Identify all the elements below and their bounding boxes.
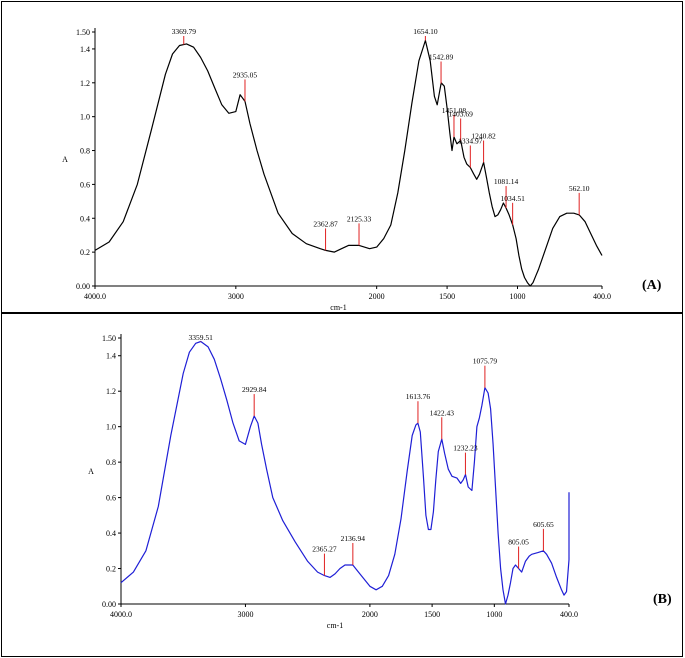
peak-label: 2365.27 [312,545,337,554]
peak-label: 3359.51 [189,333,214,342]
x-tick-label: 3000 [228,292,244,301]
x-tick-label: 400.0 [593,292,611,301]
panel-label-a: (A) [642,278,662,293]
y-tick-label: 1.4 [80,45,90,54]
spectrum-chart-b: 0.00 0.2 0.4 0.6 0.8 1.0 1.2 1.4 1.50 4000.0 3000 2… [88,333,578,630]
peak-label: 805.05 [508,538,529,547]
x-tick-label: 1000 [486,610,502,619]
y-tick-label: 0.2 [80,248,90,257]
peak-label: 1422.43 [430,408,455,417]
peak-label: 1081.14 [494,177,519,186]
y-tick-label: 0.8 [80,147,90,156]
y-tick-label: 1.4 [106,352,116,361]
peak-label: 1654.10 [413,27,438,36]
x-tick-label: 1500 [439,292,455,301]
y-tick-label: 1.2 [106,387,116,396]
peak-label: 3369.79 [172,27,197,36]
peak-label: 2125.33 [347,214,372,223]
y-tick-label: 1.50 [76,28,90,37]
y-tick-label: 0.4 [106,529,116,538]
spectrum-panel-b: 0.00 0.2 0.4 0.6 0.8 1.0 1.2 1.4 1.50 4000.0 3000 2… [1,313,683,657]
x-tick-label: 1500 [424,610,440,619]
peak-label: 1613.76 [406,392,431,401]
x-axis-title: cm-1 [327,621,343,630]
x-tick-label: 4000.0 [84,292,106,301]
y-tick-label: 0.6 [106,494,116,503]
y-tick-label: 0.2 [106,565,116,574]
y-tick-label: 0.00 [76,282,90,291]
x-tick-label: 1000 [510,292,526,301]
x-tick-label: 2000 [369,292,385,301]
spectrum-panel-a: 0.00 0.2 0.4 0.6 0.8 1.0 1.2 1.4 1.50 4000.0 3000 2… [1,1,683,313]
peak-label: 2929.84 [242,385,267,394]
peak-label: 1034.51 [500,194,525,203]
spectrum-line [94,39,603,287]
y-axis-title: A [62,155,68,164]
y-tick-label: 0.8 [106,458,116,467]
peak-label: 605.65 [533,520,554,529]
peak-label: 2935.05 [233,70,258,79]
peak-label: 1403.69 [448,109,473,118]
y-tick-label: 1.50 [102,334,116,343]
peak-label: 2136.94 [341,534,366,543]
y-tick-label: 0.6 [80,180,90,189]
peak-label: 562.10 [569,184,590,193]
spectrum-line [120,340,570,605]
x-tick-label: 4000.0 [110,610,132,619]
peak-label: 1075.79 [473,357,498,366]
x-axis-title: cm-1 [330,303,346,312]
peak-label: 1542.89 [429,52,454,61]
x-tick-label: 400.0 [560,610,578,619]
peak-label: 1232.23 [453,444,478,453]
peak-label: 1334.97 [458,136,483,145]
panel-label-b: (B) [653,592,672,607]
peak-label: 1451.08 [442,106,467,115]
y-axis-title: A [88,467,94,476]
y-tick-label: 1.2 [80,79,90,88]
y-tick-label: 0.4 [80,214,90,223]
peak-label: 1240.82 [471,132,496,141]
x-tick-label: 2000 [362,610,378,619]
x-tick-label: 3000 [237,610,253,619]
spectrum-chart-a: 0.00 0.2 0.4 0.6 0.8 1.0 1.2 1.4 1.50 4000.0 3000 2… [62,27,611,312]
y-tick-label: 1.0 [80,113,90,122]
y-tick-label: 0.00 [102,600,116,609]
y-tick-label: 1.0 [106,423,116,432]
peak-label: 2362.87 [313,219,338,228]
